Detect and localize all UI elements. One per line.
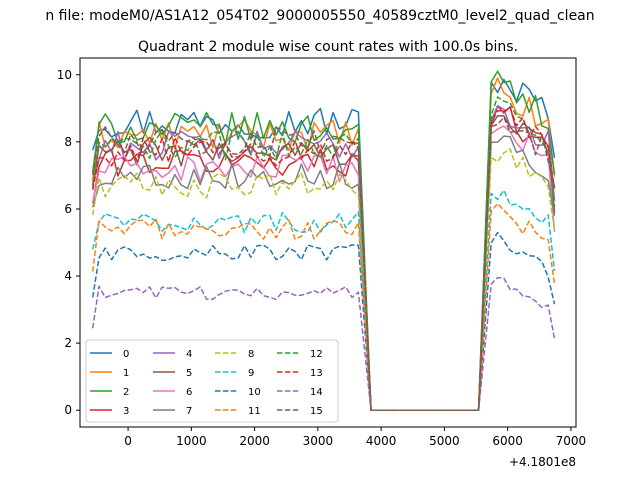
figure-suptitle: n file: modeM0/AS1A12_054T02_9000005550_… xyxy=(45,8,594,24)
y-tick-label: 6 xyxy=(64,202,72,216)
y-tick-label: 4 xyxy=(64,269,72,283)
legend-label-4: 4 xyxy=(186,349,192,360)
legend-label-0: 0 xyxy=(123,349,129,360)
legend-label-13: 13 xyxy=(310,368,323,379)
y-tick-label: 10 xyxy=(57,68,72,82)
x-axis: 0 1000 2000 3000 4000 5000 6000 7000 xyxy=(124,427,586,448)
legend-label-2: 2 xyxy=(123,387,129,398)
legend-label-1: 1 xyxy=(123,368,129,379)
x-tick-label: 2000 xyxy=(239,434,270,448)
legend-label-9: 9 xyxy=(248,368,254,379)
series-layer xyxy=(91,70,556,411)
legend-label-11: 11 xyxy=(248,406,261,417)
legend-label-6: 6 xyxy=(186,387,192,398)
legend-label-15: 15 xyxy=(310,406,323,417)
legend-label-3: 3 xyxy=(123,406,129,417)
y-tick-label: 2 xyxy=(64,336,72,350)
legend-label-5: 5 xyxy=(186,368,192,379)
series-line-12 xyxy=(91,96,556,411)
legend-frame xyxy=(85,339,339,423)
x-tick-label: 4000 xyxy=(366,434,397,448)
legend-label-14: 14 xyxy=(310,387,323,398)
x-tick-label: 0 xyxy=(124,434,132,448)
legend-label-8: 8 xyxy=(248,349,254,360)
chart-title: Quadrant 2 module wise count rates with … xyxy=(138,39,518,55)
series-line-15 xyxy=(91,116,556,411)
y-tick-label: 8 xyxy=(64,135,72,149)
legend-label-10: 10 xyxy=(248,387,261,398)
legend-label-12: 12 xyxy=(310,349,323,360)
x-tick-label: 6000 xyxy=(492,434,523,448)
y-tick-label: 0 xyxy=(64,403,72,417)
legend-label-7: 7 xyxy=(186,406,192,417)
x-tick-label: 1000 xyxy=(176,434,207,448)
x-tick-label: 5000 xyxy=(429,434,460,448)
plot-frame xyxy=(79,57,577,428)
x-offset-label: +4.1801e8 xyxy=(509,455,576,469)
x-tick-label: 3000 xyxy=(303,434,334,448)
x-tick-label: 7000 xyxy=(556,434,587,448)
y-axis: 0 2 4 6 8 10 xyxy=(57,68,80,417)
